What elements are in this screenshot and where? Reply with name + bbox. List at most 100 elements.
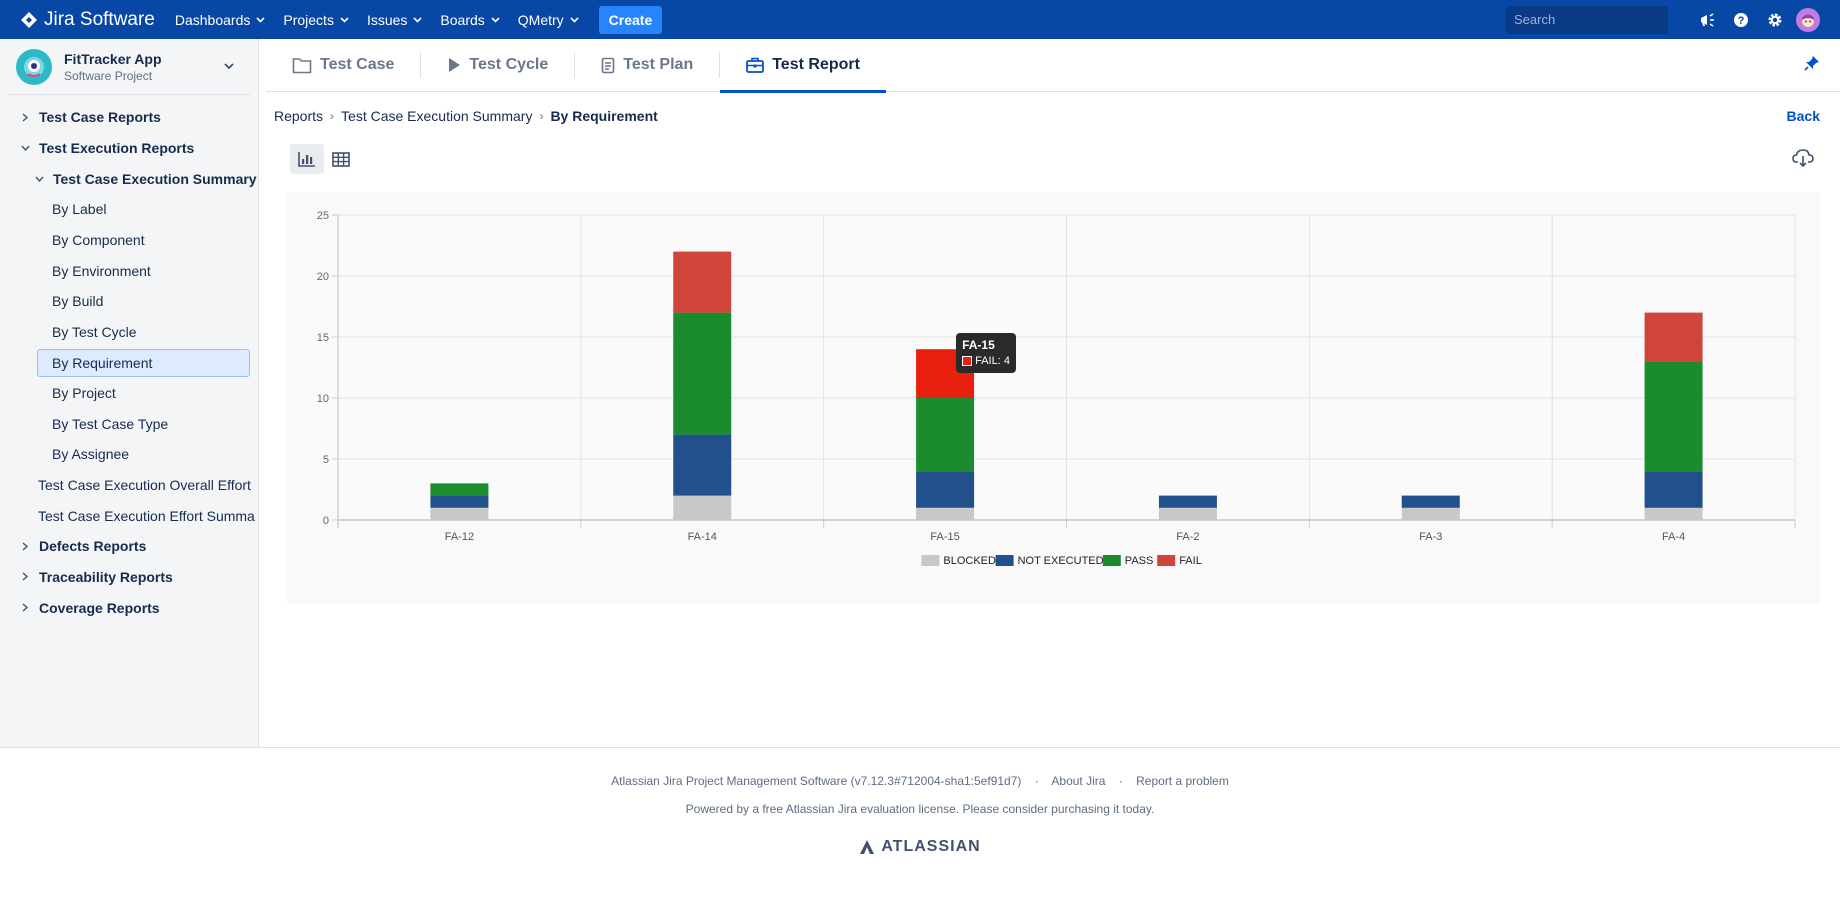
sidebar-item-by-label[interactable]: By Label bbox=[0, 194, 258, 225]
breadcrumb-execution-summary[interactable]: Test Case Execution Summary bbox=[341, 108, 533, 124]
sidebar-item-label: By Assignee bbox=[52, 446, 130, 463]
bar-segment-fa-14-not-executed bbox=[673, 434, 732, 496]
project-header[interactable]: FitTracker App Software Project bbox=[8, 39, 250, 95]
legend-item: NOT EXECUTED bbox=[1018, 555, 1104, 567]
sidebar-item-test-case-reports[interactable]: Test Case Reports bbox=[0, 102, 258, 133]
tab-test-plan[interactable]: Test Plan bbox=[575, 39, 719, 92]
sidebar: FitTracker App Software Project Test Cas… bbox=[0, 39, 259, 747]
chart-view-button[interactable] bbox=[290, 144, 324, 174]
sidebar-item-label: By Project bbox=[52, 384, 116, 401]
chevron-right-icon bbox=[22, 603, 28, 612]
sidebar-item-by-assignee[interactable]: By Assignee bbox=[0, 439, 258, 470]
search-input[interactable] bbox=[1514, 12, 1690, 27]
bar-segment-fa-12-not-executed bbox=[430, 495, 489, 508]
project-avatar bbox=[16, 48, 52, 85]
footer-separator: · bbox=[1034, 774, 1039, 788]
bar-segment-fa-4-not-executed bbox=[1644, 471, 1703, 508]
sidebar-item-label: Test Case Reports bbox=[39, 109, 161, 126]
nav-qmetry-label: QMetry bbox=[517, 11, 564, 28]
sidebar-item-label: By Requirement bbox=[52, 354, 153, 371]
back-link[interactable]: Back bbox=[1786, 108, 1820, 124]
sidebar-item-coverage-reports[interactable]: Coverage Reports bbox=[0, 592, 258, 623]
sidebar-item-by-build[interactable]: By Build bbox=[0, 286, 258, 317]
chevron-down-icon bbox=[34, 176, 44, 182]
project-name: FitTracker App bbox=[64, 50, 162, 67]
y-tick-label: 20 bbox=[317, 271, 329, 283]
nav-dashboards[interactable]: Dashboards bbox=[175, 12, 266, 28]
atlassian-logo[interactable]: ATLASSIAN bbox=[859, 838, 980, 856]
svg-text:?: ? bbox=[1738, 15, 1745, 27]
user-avatar[interactable] bbox=[1796, 7, 1820, 32]
chevron-down-icon bbox=[20, 145, 30, 152]
sidebar-item-by-requirement[interactable]: By Requirement bbox=[37, 348, 250, 377]
sidebar-item-by-test-case-type[interactable]: By Test Case Type bbox=[0, 408, 258, 439]
bar-segment-fa-14-fail bbox=[673, 251, 732, 313]
atlassian-wordmark: ATLASSIAN bbox=[881, 838, 981, 855]
nav-dashboards-label: Dashboards bbox=[174, 11, 251, 28]
sidebar-item-test-execution-reports[interactable]: Test Execution Reports bbox=[0, 133, 258, 164]
project-type: Software Project bbox=[64, 68, 153, 83]
legend-swatch bbox=[995, 555, 1014, 566]
sidebar-item-defects-reports[interactable]: Defects Reports bbox=[0, 531, 258, 562]
table-view-button[interactable] bbox=[324, 144, 358, 174]
sidebar-item-label: By Test Case Type bbox=[52, 415, 169, 432]
footer-software-version: Atlassian Jira Project Management Softwa… bbox=[611, 774, 1022, 788]
nav-boards[interactable]: Boards bbox=[440, 12, 500, 28]
chevron-right-icon bbox=[22, 572, 28, 581]
sidebar-item-label: Defects Reports bbox=[39, 538, 147, 555]
breadcrumb-reports[interactable]: Reports bbox=[274, 108, 324, 124]
chevron-down-icon bbox=[570, 16, 579, 23]
legend-swatch bbox=[1102, 555, 1121, 566]
x-tick-label: FA-2 bbox=[1176, 531, 1199, 543]
atlassian-icon bbox=[860, 840, 875, 854]
nav-projects[interactable]: Projects bbox=[283, 12, 349, 28]
nav-issues[interactable]: Issues bbox=[367, 12, 422, 28]
sidebar-item-label: Coverage Reports bbox=[39, 599, 160, 616]
help-icon[interactable]: ? bbox=[1724, 0, 1758, 39]
bar-segment-fa-4-pass bbox=[1644, 361, 1703, 472]
view-toggle bbox=[290, 144, 358, 174]
bar-segment-fa-14-blocked bbox=[673, 495, 732, 520]
settings-icon[interactable] bbox=[1758, 0, 1792, 39]
folder-icon bbox=[292, 57, 312, 73]
create-button[interactable]: Create bbox=[598, 5, 663, 34]
tab-test-case[interactable]: Test Case bbox=[266, 39, 420, 92]
clipboard-icon bbox=[601, 57, 615, 73]
sidebar-item-by-component[interactable]: By Component bbox=[0, 225, 258, 256]
sidebar-item-execution-effort-summary[interactable]: Test Case Execution Effort Summa bbox=[0, 500, 258, 531]
sidebar-item-traceability-reports[interactable]: Traceability Reports bbox=[0, 562, 258, 593]
y-tick-label: 5 bbox=[323, 454, 329, 466]
sidebar-item-label: By Component bbox=[52, 232, 145, 249]
tab-label: Test Cycle bbox=[469, 56, 549, 73]
chevron-down-icon[interactable] bbox=[224, 63, 234, 70]
x-tick-label: FA-15 bbox=[930, 531, 959, 543]
chevron-down-icon bbox=[491, 16, 500, 23]
tab-divider bbox=[719, 52, 721, 78]
megaphone-icon[interactable] bbox=[1690, 0, 1724, 39]
footer-about-link[interactable]: About Jira bbox=[1051, 774, 1106, 788]
y-tick-label: 15 bbox=[317, 332, 329, 344]
sidebar-item-label: Test Execution Reports bbox=[39, 140, 195, 157]
footer-report-link[interactable]: Report a problem bbox=[1136, 774, 1229, 788]
x-tick-label: FA-3 bbox=[1419, 531, 1442, 543]
legend-item: FAIL bbox=[1179, 555, 1202, 567]
tab-divider bbox=[574, 52, 576, 78]
sidebar-item-execution-overall-effort[interactable]: Test Case Execution Overall Effort bbox=[0, 470, 258, 501]
nav-qmetry[interactable]: QMetry bbox=[518, 12, 579, 28]
briefcase-icon bbox=[746, 57, 765, 73]
tab-test-report[interactable]: Test Report bbox=[720, 39, 886, 93]
pin-icon[interactable] bbox=[1804, 55, 1820, 71]
sidebar-item-by-test-cycle[interactable]: By Test Cycle bbox=[0, 317, 258, 348]
y-tick-label: 25 bbox=[317, 210, 329, 222]
legend-item: BLOCKED bbox=[943, 555, 996, 567]
sidebar-item-by-project[interactable]: By Project bbox=[0, 378, 258, 409]
sidebar-item-by-environment[interactable]: By Environment bbox=[0, 255, 258, 286]
tab-test-cycle[interactable]: Test Cycle bbox=[421, 39, 574, 92]
sidebar-item-label: Test Case Execution Summary bbox=[53, 170, 257, 187]
y-tick-label: 10 bbox=[317, 393, 329, 405]
sidebar-item-label: Traceability Reports bbox=[39, 568, 173, 585]
sidebar-item-test-case-execution-summary[interactable]: Test Case Execution Summary bbox=[0, 163, 258, 194]
search-box bbox=[1506, 5, 1690, 34]
cloud-download-icon[interactable] bbox=[1792, 148, 1814, 168]
jira-logo[interactable]: Jira Software bbox=[20, 9, 155, 31]
